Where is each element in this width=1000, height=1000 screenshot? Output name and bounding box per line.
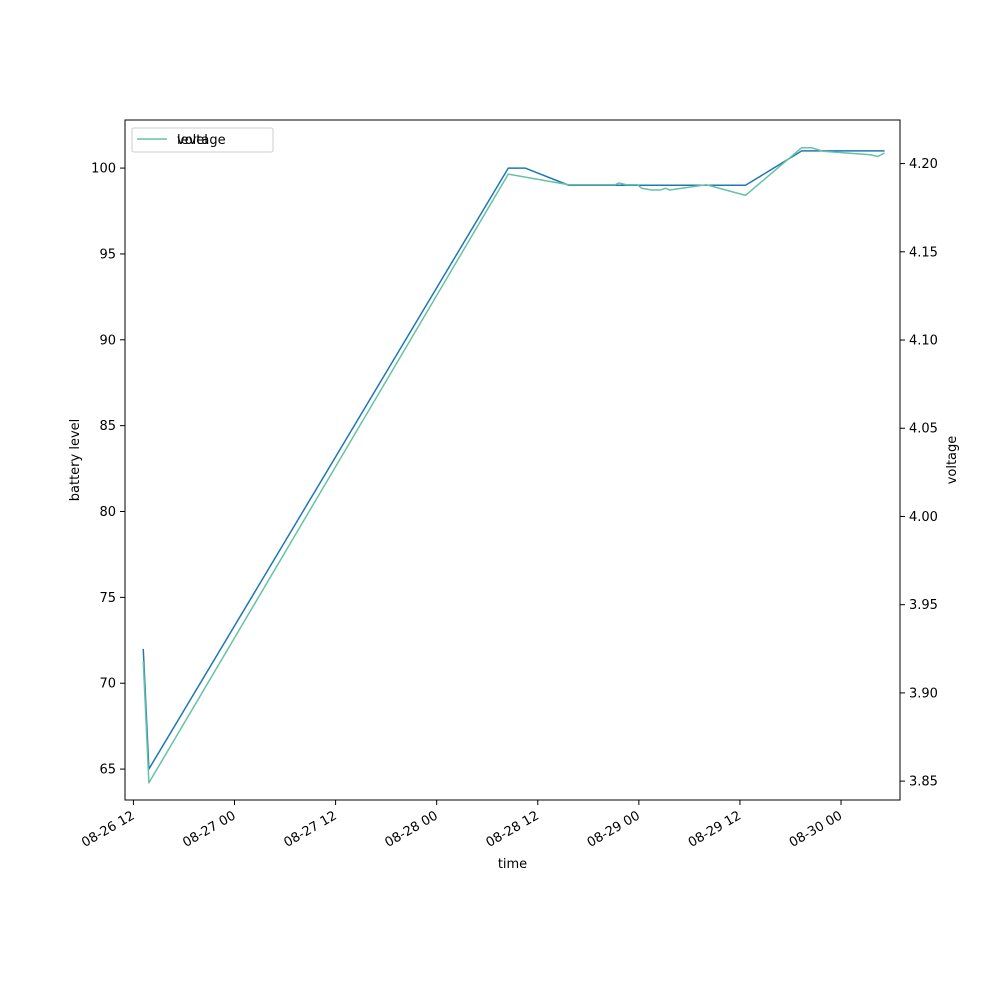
series-line-level [142,150,885,770]
y2-tick-label: 4.10 [909,334,938,349]
series-line-voltage [142,146,885,784]
x-tick-label: 08-29 00 [585,808,643,850]
y-axis-right: 3.85 3.90 3.95 4.00 4.05 4.10 4.15 4.20 [900,157,938,790]
legend: level voltage [131,127,274,153]
y2-tick-label: 4.15 [909,245,938,260]
y-tick-label: 90 [99,333,116,348]
y2-tick-label: 3.90 [909,686,938,701]
x-tick-label: 08-28 00 [383,808,441,850]
y-tick-label: 100 [91,162,116,177]
y-tick-label: 85 [99,419,116,434]
legend-box [131,127,274,153]
x-axis: 08-26 12 08-27 00 08-27 12 08-28 00 08-28 12… [79,800,845,851]
series-lines [142,146,885,784]
y-axis-left: 65 70 75 80 85 90 95 100 [91,162,125,778]
y-tick-label: 70 [99,677,116,692]
x-tick-label: 08-29 12 [686,808,744,850]
y-tick-label: 80 [99,505,116,520]
x-tick-label: 08-28 12 [484,808,542,850]
y2-tick-label: 3.95 [909,598,938,613]
x-tick-label: 08-27 12 [281,808,339,850]
x-tick-label: 08-26 12 [79,808,137,850]
legend-label-level: level [177,133,208,148]
x-axis-label: time [498,857,527,872]
y2-tick-label: 4.20 [909,157,938,172]
y-tick-label: 95 [99,247,116,262]
y2-axis-label: voltage [945,436,960,485]
plot-frame [124,119,901,801]
y-axis-label: battery level [68,419,83,502]
y-tick-label: 65 [99,763,116,778]
y-tick-label: 75 [99,591,116,606]
legend-label-voltage: voltage [177,133,226,148]
x-tick-label: 08-27 00 [180,808,238,850]
y2-tick-label: 3.85 [909,775,938,790]
y2-tick-label: 4.00 [909,510,938,525]
x-tick-label: 08-30 00 [787,808,845,850]
y2-tick-label: 4.05 [909,422,938,437]
